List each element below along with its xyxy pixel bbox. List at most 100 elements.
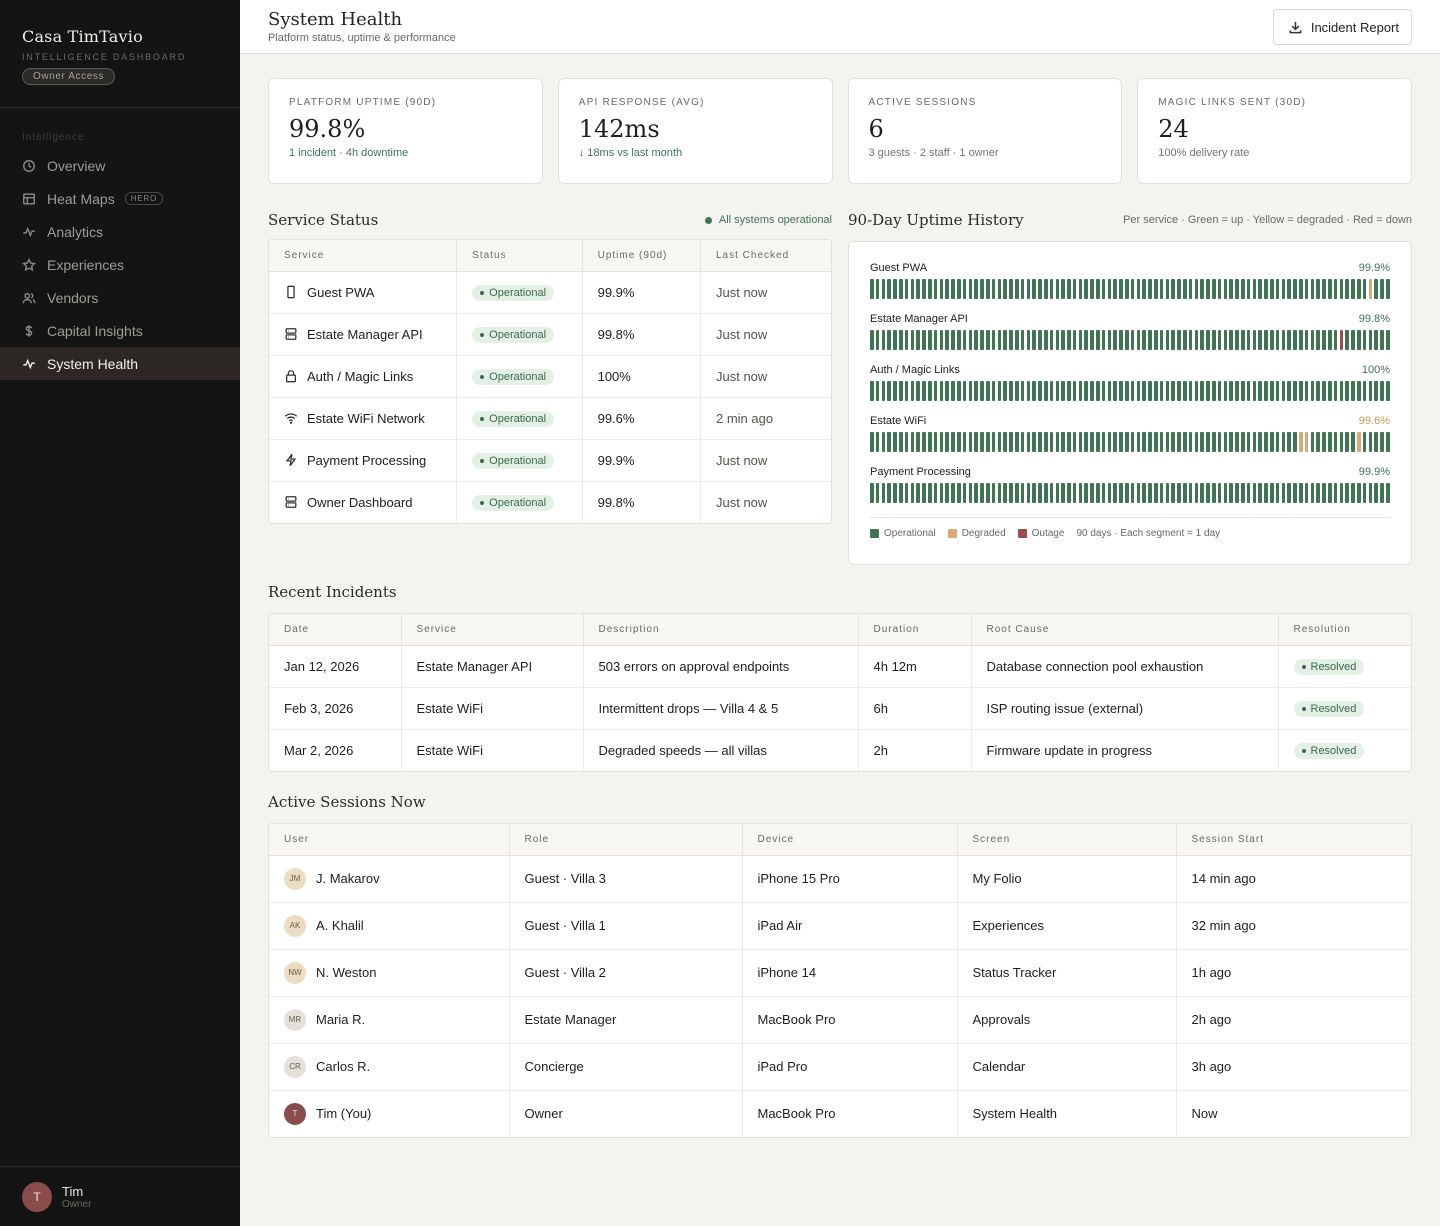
uptime-segment[interactable] [1142, 381, 1147, 401]
uptime-segment[interactable] [1061, 381, 1065, 401]
uptime-segment[interactable] [1101, 279, 1106, 299]
uptime-segment[interactable] [1339, 381, 1344, 401]
uptime-segment[interactable] [1293, 483, 1297, 503]
uptime-segment[interactable] [910, 432, 915, 452]
uptime-segment[interactable] [1304, 381, 1309, 401]
table-row[interactable]: Jan 12, 2026 Estate Manager API 503 errors… [269, 645, 1411, 688]
uptime-segment[interactable] [1130, 330, 1135, 350]
uptime-segment[interactable] [1194, 330, 1199, 350]
uptime-segment[interactable] [1275, 330, 1280, 350]
uptime-segment[interactable] [1096, 381, 1100, 401]
uptime-segment[interactable] [1322, 381, 1326, 401]
uptime-segment[interactable] [1159, 330, 1164, 350]
uptime-segment[interactable] [968, 483, 973, 503]
uptime-segment[interactable] [1327, 432, 1332, 452]
uptime-segment[interactable] [1212, 432, 1216, 452]
uptime-segment[interactable] [951, 381, 955, 401]
uptime-segment[interactable] [1183, 483, 1187, 503]
uptime-segment[interactable] [1101, 381, 1106, 401]
uptime-segment[interactable] [1356, 279, 1361, 299]
uptime-segment[interactable] [927, 483, 932, 503]
uptime-segment[interactable] [1194, 381, 1199, 401]
uptime-segment[interactable] [956, 330, 961, 350]
uptime-segment[interactable] [1345, 381, 1349, 401]
uptime-segment[interactable] [1165, 483, 1170, 503]
table-row[interactable]: Feb 3, 2026 Estate WiFi Intermittent drops… [269, 687, 1411, 730]
uptime-segment[interactable] [1154, 279, 1158, 299]
uptime-segment[interactable] [1113, 330, 1118, 350]
uptime-segment[interactable] [922, 432, 926, 452]
uptime-segment[interactable] [1374, 483, 1378, 503]
uptime-segment[interactable] [1345, 330, 1349, 350]
uptime-segment[interactable] [1043, 432, 1048, 452]
table-row[interactable]: Estate Manager API Operational 99.8% Just n… [269, 313, 831, 356]
uptime-segment[interactable] [985, 381, 990, 401]
uptime-segment[interactable] [1165, 279, 1170, 299]
uptime-segment[interactable] [1380, 483, 1384, 503]
uptime-segment[interactable] [1351, 330, 1355, 350]
uptime-segment[interactable] [1275, 432, 1280, 452]
uptime-segment[interactable] [1356, 483, 1361, 503]
uptime-segment[interactable] [1206, 432, 1210, 452]
uptime-segment[interactable] [881, 483, 886, 503]
column-header[interactable]: Service [269, 240, 458, 272]
uptime-segment[interactable] [1345, 432, 1349, 452]
uptime-segment[interactable] [1183, 381, 1187, 401]
column-header[interactable]: Date [269, 614, 402, 646]
uptime-segment[interactable] [980, 432, 984, 452]
uptime-segment[interactable] [1038, 381, 1042, 401]
uptime-segment[interactable] [945, 432, 949, 452]
uptime-segment[interactable] [1188, 381, 1193, 401]
uptime-segment[interactable] [1159, 483, 1164, 503]
uptime-segment[interactable] [1026, 483, 1031, 503]
uptime-segment[interactable] [1298, 432, 1303, 452]
uptime-segment[interactable] [1107, 330, 1112, 350]
uptime-segment[interactable] [1287, 381, 1291, 401]
uptime-segment[interactable] [1351, 432, 1355, 452]
uptime-segment[interactable] [1304, 330, 1309, 350]
uptime-segment[interactable] [1032, 279, 1036, 299]
uptime-segment[interactable] [1229, 432, 1233, 452]
uptime-segment[interactable] [1125, 330, 1129, 350]
uptime-segment[interactable] [1322, 432, 1326, 452]
uptime-segment[interactable] [898, 279, 903, 299]
uptime-segment[interactable] [1183, 279, 1187, 299]
uptime-segment[interactable] [1043, 279, 1048, 299]
uptime-segment[interactable] [1078, 432, 1083, 452]
uptime-segment[interactable] [1362, 381, 1367, 401]
uptime-segment[interactable] [985, 483, 990, 503]
uptime-segment[interactable] [1241, 381, 1245, 401]
uptime-segment[interactable] [1217, 330, 1222, 350]
uptime-segment[interactable] [1322, 330, 1326, 350]
uptime-segment[interactable] [1298, 279, 1303, 299]
uptime-segment[interactable] [1206, 279, 1210, 299]
uptime-segment[interactable] [1188, 432, 1193, 452]
uptime-segment[interactable] [1298, 381, 1303, 401]
uptime-segment[interactable] [1096, 432, 1100, 452]
uptime-segment[interactable] [1287, 483, 1291, 503]
uptime-segment[interactable] [1368, 330, 1373, 350]
uptime-segment[interactable] [1229, 330, 1233, 350]
uptime-segment[interactable] [1293, 330, 1297, 350]
uptime-segment[interactable] [1136, 381, 1141, 401]
uptime-segment[interactable] [1003, 330, 1007, 350]
uptime-segment[interactable] [1003, 381, 1007, 401]
uptime-segment[interactable] [985, 330, 990, 350]
uptime-segment[interactable] [1345, 279, 1349, 299]
uptime-segment[interactable] [881, 381, 886, 401]
uptime-segment[interactable] [1269, 279, 1274, 299]
uptime-segment[interactable] [1107, 432, 1112, 452]
uptime-segment[interactable] [1055, 330, 1060, 350]
uptime-segment[interactable] [1171, 483, 1176, 503]
uptime-segment[interactable] [1269, 330, 1274, 350]
incident-report-button[interactable]: Incident Report [1272, 9, 1412, 45]
uptime-segment[interactable] [1020, 432, 1025, 452]
uptime-segment[interactable] [1125, 279, 1129, 299]
uptime-segment[interactable] [1374, 381, 1378, 401]
uptime-segment[interactable] [1246, 381, 1251, 401]
sidebar-item-heat-maps[interactable]: Heat Maps HERO [0, 182, 240, 215]
uptime-segment[interactable] [997, 279, 1002, 299]
uptime-segment[interactable] [1385, 432, 1390, 452]
column-header[interactable]: Screen [957, 824, 1177, 856]
uptime-segment[interactable] [974, 432, 978, 452]
